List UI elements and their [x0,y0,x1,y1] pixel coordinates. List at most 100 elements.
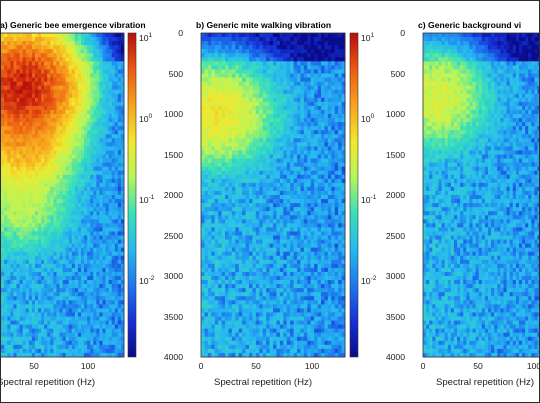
heatmap-cell [84,178,88,184]
heatmap-cell [114,195,119,200]
heatmap-cell [16,251,20,257]
heatmap-cell [65,324,70,330]
heatmap-cell [108,118,113,123]
heatmap-cell [50,174,54,180]
heatmap-cell [99,300,103,305]
heatmap-cell [201,154,205,159]
heatmap-cell [303,109,308,115]
heatmap-cell [22,235,27,240]
heatmap-cell [225,109,229,115]
heatmap-cell [214,114,219,119]
heatmap-cell [120,126,125,131]
heatmap-cell [41,166,45,172]
heatmap-cell [4,271,8,277]
heatmap-cell [279,118,284,123]
heatmap-cell [259,61,264,66]
heatmap-cell [269,178,274,184]
heatmap-cell [71,227,76,232]
heatmap-cell [105,182,110,188]
heatmap-cell [117,93,122,99]
heatmap-cell [111,69,116,74]
heatmap-cell [28,348,33,354]
heatmap-cell [19,142,24,147]
heatmap-cell [19,162,24,168]
heatmap-cell [266,142,270,147]
heatmap-cell [221,45,226,50]
heatmap-cell [321,134,325,139]
heatmap-cell [74,308,79,313]
heatmap-cell [117,227,122,232]
heatmap-cell [252,85,257,91]
heatmap-cell [90,296,94,301]
heatmap-cell [7,174,11,180]
heatmap-cell [25,227,30,232]
heatmap-cell [242,138,246,143]
heatmap-cell [111,332,116,338]
heatmap-cell [81,251,85,257]
heatmap-cell [25,146,30,151]
heatmap-cell [266,57,270,62]
heatmap-cell [245,41,250,46]
heatmap-cell [44,211,48,216]
heatmap-cell [87,247,91,253]
heatmap-cell [41,352,45,358]
heatmap-cell [25,304,30,309]
heatmap-cell [120,57,125,62]
heatmap-cell [310,61,315,66]
heatmap-cell [87,138,91,143]
heatmap-cell [65,199,70,204]
heatmap-cell [22,348,27,354]
heatmap-cell [214,57,219,62]
heatmap-cell [81,118,85,123]
heatmap-cell [211,33,216,38]
heatmap-cell [111,65,116,70]
heatmap-cell [16,190,20,196]
heatmap-cell [102,190,106,196]
heatmap-cell [31,97,36,103]
heatmap-cell [41,247,45,253]
heatmap-cell [120,304,125,309]
heatmap-cell [25,231,30,236]
heatmap-cell [81,162,85,168]
heatmap-cell [266,118,270,123]
heatmap-cell [324,150,329,155]
heatmap-cell [221,89,226,95]
heatmap-cell [201,134,205,139]
heatmap-cell [65,239,70,244]
heatmap-cell [338,37,342,42]
heatmap-cell [59,158,63,163]
heatmap-cell [293,53,298,58]
heatmap-cell [279,166,284,172]
heatmap-cell [38,243,42,249]
heatmap-cell [59,271,63,277]
heatmap-cell [44,190,48,196]
heatmap-cell [87,101,91,107]
heatmap-cell [68,247,73,253]
heatmap-cell [65,308,70,313]
heatmap-cell [84,292,88,297]
heatmap-cell [28,77,33,82]
heatmap-cell [114,296,119,301]
heatmap-cell [276,158,281,163]
heatmap-cell [238,57,243,62]
heatmap-cell [307,154,312,159]
heatmap-cell [84,340,88,346]
heatmap-cell [314,174,318,180]
heatmap-cell [56,142,60,147]
heatmap-cell [25,348,30,354]
heatmap-cell [286,170,291,176]
heatmap-cell [81,348,85,354]
heatmap-cell [314,49,318,54]
heatmap-cell [102,247,106,253]
heatmap-cell [68,276,73,281]
heatmap-cell [297,57,301,62]
heatmap-cell [117,186,122,192]
heatmap-cell [34,61,39,66]
heatmap-cell [283,53,288,58]
heatmap-cell [120,77,125,82]
heatmap-cell [56,105,60,111]
heatmap-cell [201,138,205,143]
heatmap-cell [218,178,222,184]
heatmap-cell [50,150,54,155]
heatmap-cell [90,320,94,325]
